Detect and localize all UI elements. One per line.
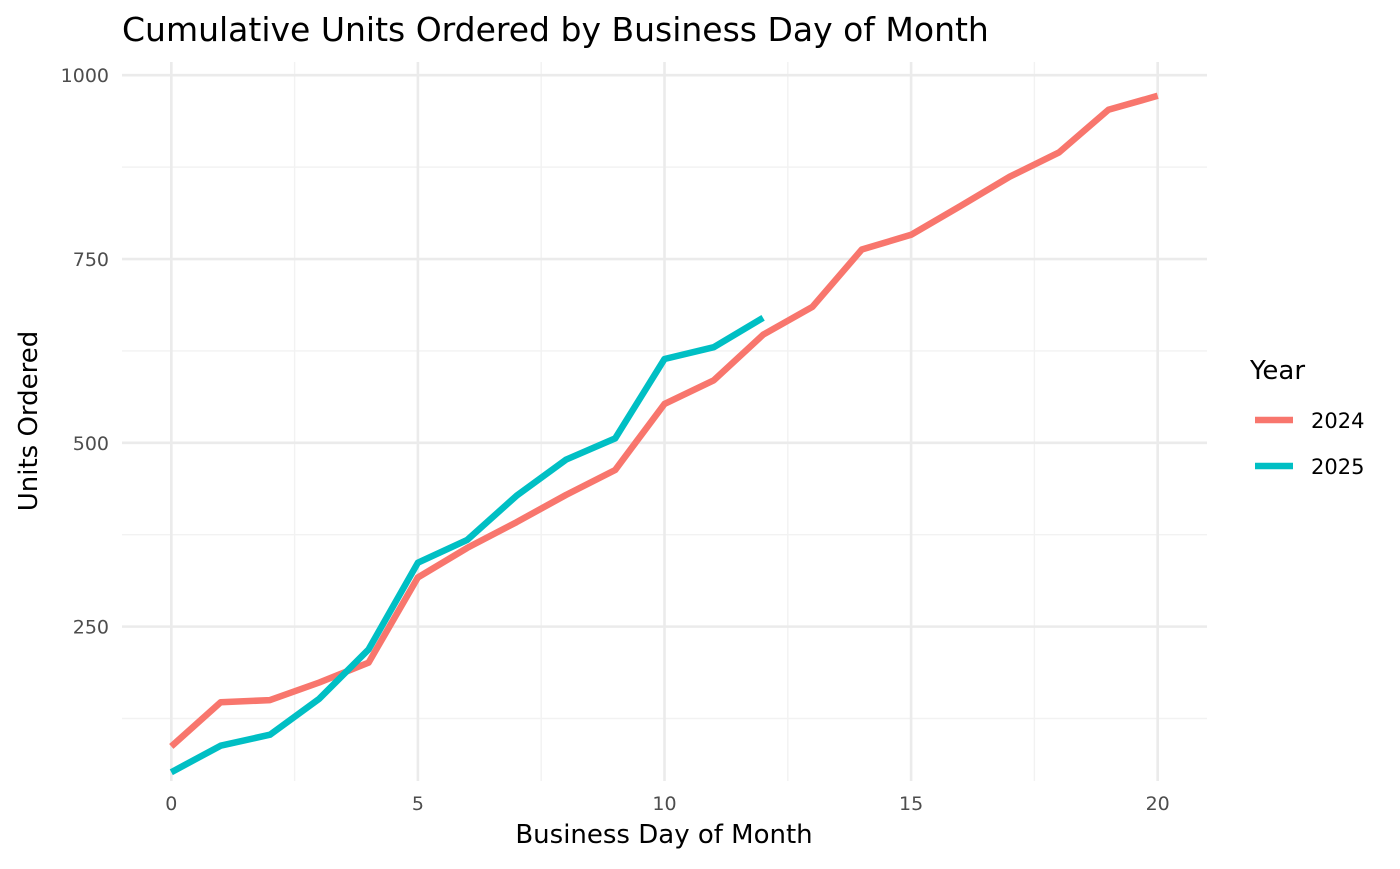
series-line-2024 (169, 92, 1159, 749)
y-tick-label: 750 (73, 249, 109, 271)
y-tick-label: 250 (73, 617, 109, 639)
x-axis-title: Business Day of Month (515, 820, 812, 850)
x-tick-label: 15 (899, 793, 923, 815)
series-line-2025 (169, 315, 765, 776)
legend: Year 2024 2025 (1249, 356, 1364, 479)
y-axis-tick-labels: 250 500 750 1000 (61, 65, 109, 638)
x-tick-label: 0 (165, 793, 177, 815)
chart-title: Cumulative Units Ordered by Business Day… (122, 10, 989, 49)
major-gridlines (122, 62, 1207, 781)
legend-label-2025: 2025 (1311, 455, 1364, 479)
x-tick-label: 20 (1146, 793, 1170, 815)
x-axis-tick-labels: 0 5 10 15 20 (165, 793, 1170, 815)
x-tick-label: 5 (412, 793, 424, 815)
legend-title: Year (1249, 356, 1305, 386)
y-tick-label: 1000 (61, 65, 109, 87)
y-axis-title: Units Ordered (14, 331, 44, 512)
y-tick-label: 500 (73, 433, 109, 455)
x-tick-label: 10 (652, 793, 676, 815)
legend-label-2024: 2024 (1311, 409, 1364, 433)
series-lines (169, 92, 1159, 776)
